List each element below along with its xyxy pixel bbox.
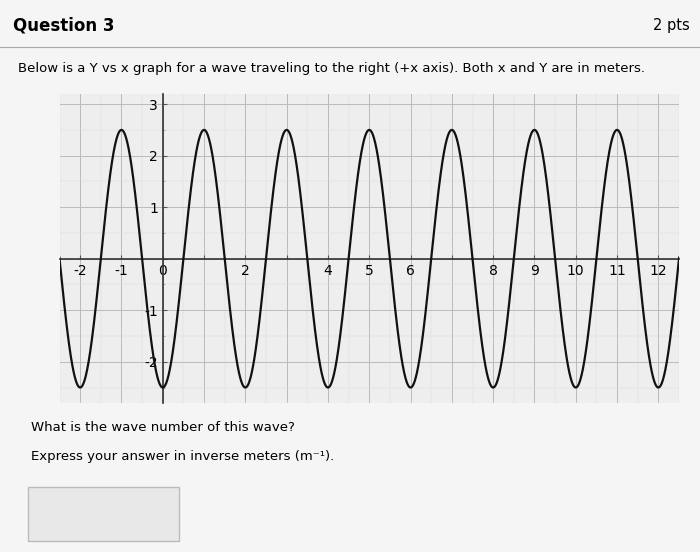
Text: 2 pts: 2 pts xyxy=(652,18,690,33)
Text: Question 3: Question 3 xyxy=(13,17,114,35)
Text: What is the wave number of this wave?: What is the wave number of this wave? xyxy=(32,421,295,433)
FancyBboxPatch shape xyxy=(28,487,178,541)
Text: Below is a Y vs x graph for a wave traveling to the right (+x axis). Both x and : Below is a Y vs x graph for a wave trave… xyxy=(18,62,645,75)
Text: Express your answer in inverse meters (m⁻¹).: Express your answer in inverse meters (m… xyxy=(32,450,335,463)
